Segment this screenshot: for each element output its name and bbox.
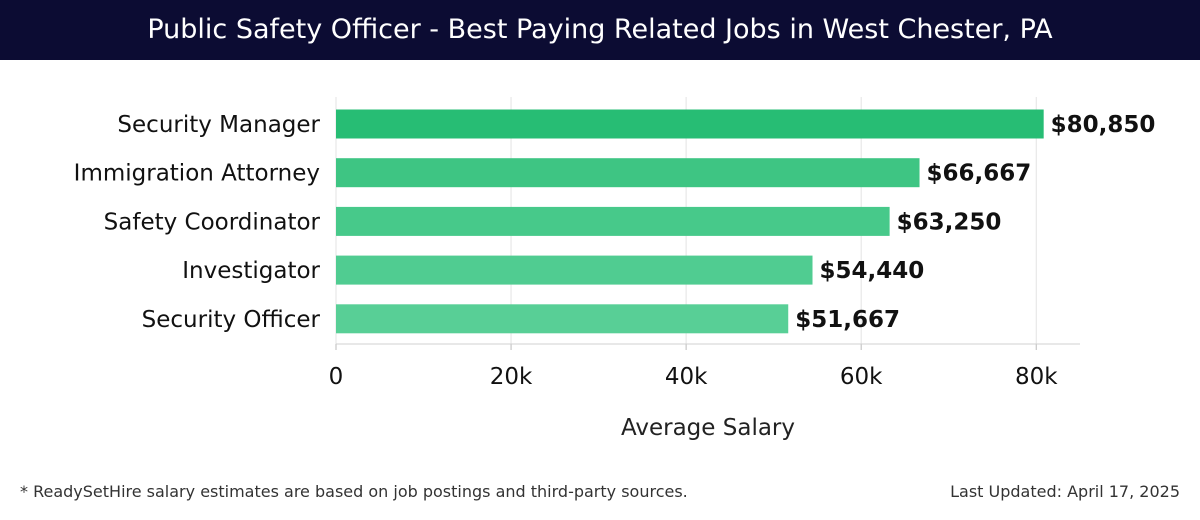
bar [336, 109, 1044, 139]
data-label: $54,440 [820, 258, 925, 284]
salary-bar-chart: $80,850 $66,667 $63,250 $54,440 $51,667 0 20k… [74, 97, 1156, 441]
x-tick-label: 60k [840, 364, 883, 390]
data-label: $51,667 [795, 307, 900, 333]
category-label: Security Officer [142, 307, 321, 333]
footer-last-updated: Last Updated: April 17, 2025 [950, 482, 1180, 501]
x-tick-label: 20k [490, 364, 533, 390]
footer-disclaimer: * ReadySetHire salary estimates are base… [20, 482, 688, 501]
category-label: Immigration Attorney [74, 161, 320, 187]
category-label: Investigator [182, 258, 320, 284]
category-label: Safety Coordinator [104, 209, 321, 235]
bar [336, 304, 789, 334]
bar [336, 158, 920, 188]
bar [336, 206, 890, 236]
data-label: $80,850 [1051, 112, 1156, 138]
data-label: $66,667 [927, 161, 1032, 187]
x-tick-label: 40k [665, 364, 708, 390]
category-label: Security Manager [117, 112, 320, 138]
chart-title: Public Safety Officer - Best Paying Rela… [0, 0, 1200, 60]
bars: $80,850 $66,667 $63,250 $54,440 $51,667 [336, 109, 1156, 334]
x-axis-title: Average Salary [621, 415, 795, 441]
x-tick-label: 0 [329, 364, 344, 390]
bar [336, 255, 813, 285]
x-tick-label: 80k [1015, 364, 1058, 390]
data-label: $63,250 [897, 209, 1002, 235]
axes: 0 20k 40k 60k 80k Security Manager Immigration… [74, 112, 1080, 390]
